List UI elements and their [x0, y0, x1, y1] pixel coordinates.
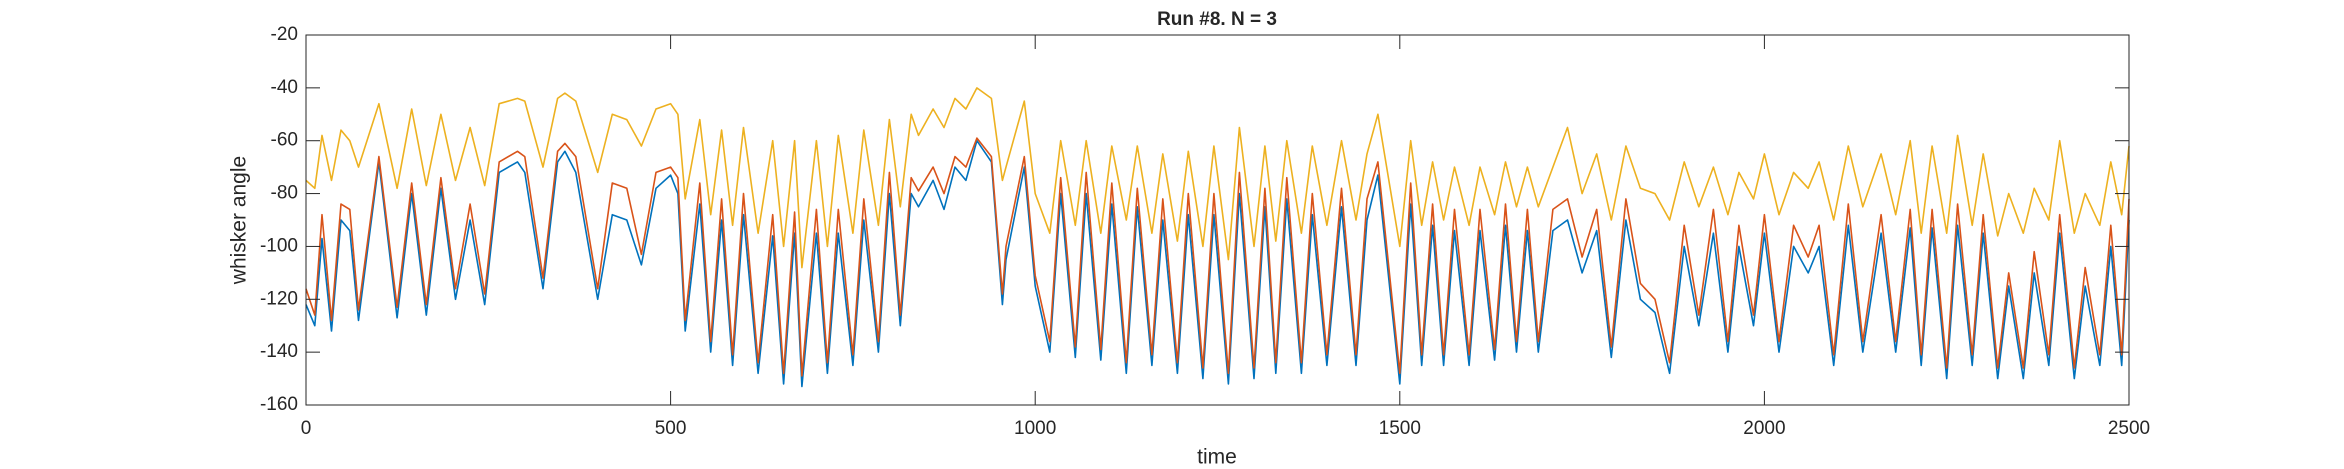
series-line — [305, 139, 2130, 388]
x-tick-label: 0 — [301, 418, 312, 439]
y-tick-label: -160 — [260, 394, 298, 415]
y-tick-label: -80 — [271, 183, 298, 204]
y-tick-label: -40 — [271, 77, 298, 98]
y-tick-label: -60 — [271, 130, 298, 151]
axes-box — [305, 34, 2130, 406]
x-tick-label: 1500 — [1379, 418, 1421, 439]
series-line — [305, 137, 2130, 377]
chart-title: Run #8. N = 3 — [1157, 9, 1277, 30]
y-tick-label: -100 — [260, 235, 298, 256]
series-line — [305, 87, 2130, 269]
x-axis-label: time — [1197, 446, 1237, 469]
x-tick-label: 500 — [655, 418, 687, 439]
y-axis-label: whisker angle — [228, 156, 251, 285]
x-tick-label: 2500 — [2108, 418, 2150, 439]
y-tick-label: -140 — [260, 341, 298, 362]
y-tick-label: -120 — [260, 288, 298, 309]
x-tick-label: 1000 — [1014, 418, 1056, 439]
x-tick-label: 2000 — [1743, 418, 1785, 439]
y-tick-label: -20 — [271, 24, 298, 45]
